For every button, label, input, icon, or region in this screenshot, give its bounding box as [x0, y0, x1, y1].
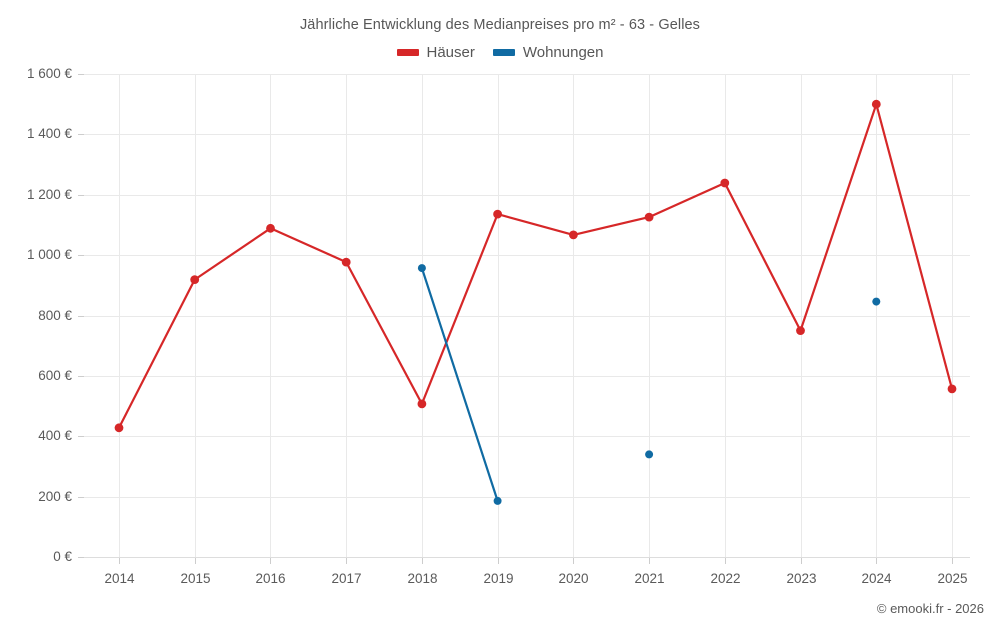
legend-swatch-wohnungen: [492, 49, 515, 56]
x-axis-label: 2020: [558, 571, 588, 586]
chart-legend: Häuser Wohnungen: [0, 44, 1000, 61]
data-point-häuser-2020[interactable]: [569, 230, 578, 240]
data-point-häuser-2015[interactable]: [190, 275, 200, 284]
data-point-häuser-2018[interactable]: [417, 399, 427, 409]
data-point-häuser-2025[interactable]: [947, 384, 957, 394]
x-axis-label: 2015: [180, 571, 210, 586]
data-point-häuser-2022[interactable]: [720, 178, 730, 188]
y-axis-label: 1 400 €: [27, 126, 73, 141]
data-point-häuser-2021[interactable]: [644, 212, 654, 222]
data-point-häuser-2014[interactable]: [114, 423, 124, 433]
x-axis-label: 2017: [331, 571, 361, 586]
data-point-wohnungen-2019[interactable]: [493, 496, 502, 505]
y-axis-label: 1 000 €: [27, 247, 73, 262]
y-axis-label: 200 €: [38, 489, 72, 504]
x-axis-label: 2016: [255, 571, 285, 586]
y-axis-label: 1 200 €: [27, 187, 73, 202]
legend-item-wohnungen[interactable]: Wohnungen: [492, 44, 604, 61]
data-point-wohnungen-2018[interactable]: [417, 264, 426, 273]
x-axis-label: 2019: [483, 571, 513, 586]
x-axis-label: 2022: [710, 571, 740, 586]
x-axis-label: 2014: [104, 571, 135, 586]
x-axis-label: 2021: [634, 571, 664, 586]
x-axis-label: 2025: [937, 571, 967, 586]
x-axis-label: 2023: [786, 571, 816, 586]
y-axis-label: 600 €: [38, 368, 72, 383]
data-point-wohnungen-2024[interactable]: [872, 297, 881, 306]
series-line-häuser: [117, 103, 954, 429]
legend-label-wohnungen: Wohnungen: [522, 44, 604, 61]
data-point-häuser-2019[interactable]: [493, 209, 502, 219]
footer-credit: © emooki.fr - 2026: [876, 601, 984, 616]
y-axis-label: 400 €: [38, 428, 72, 443]
page-title: Jährliche Entwicklung des Medianpreises …: [299, 17, 701, 33]
y-axis-label: 0 €: [53, 549, 72, 564]
data-point-häuser-2016[interactable]: [266, 223, 275, 233]
y-axis-label: 1 600 €: [27, 66, 73, 81]
legend-swatch-hauser: [396, 49, 419, 56]
legend-label-hauser: Häuser: [426, 44, 475, 61]
legend-item-hauser[interactable]: Häuser: [396, 44, 475, 61]
data-point-wohnungen-2021[interactable]: [645, 450, 654, 459]
data-point-häuser-2017[interactable]: [341, 257, 351, 267]
data-point-häuser-2023[interactable]: [796, 326, 805, 335]
x-axis-label: 2018: [407, 571, 437, 586]
data-point-häuser-2024[interactable]: [871, 99, 881, 109]
y-axis-label: 800 €: [38, 308, 72, 323]
x-axis-label: 2024: [861, 571, 892, 586]
series-line-wohnungen: [420, 267, 499, 502]
